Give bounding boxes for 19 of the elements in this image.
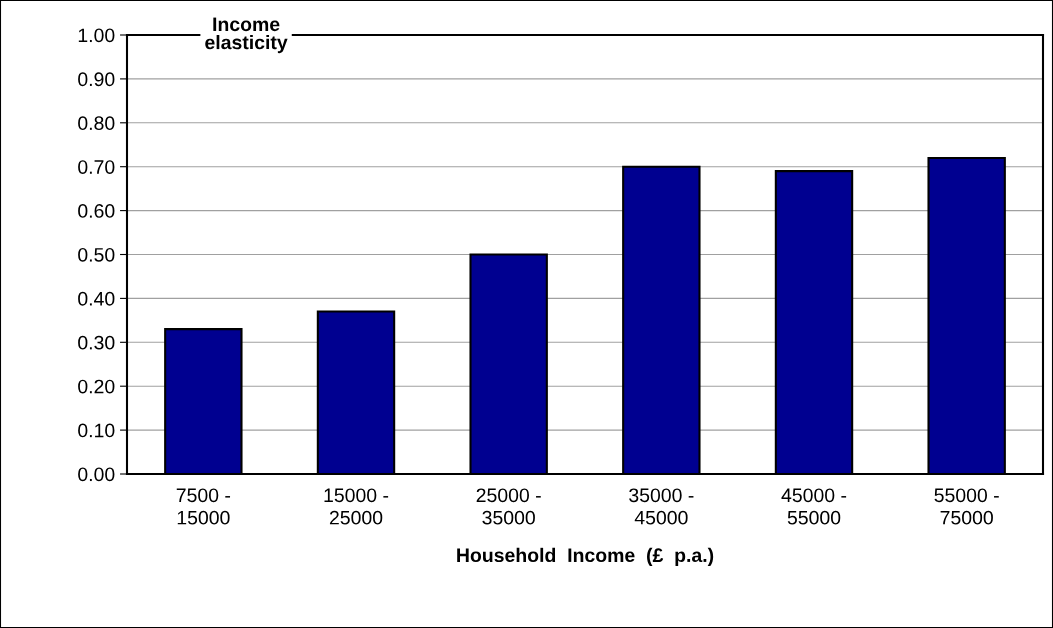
y-tick-label: 0.20 [78, 379, 115, 394]
x-tick-label: 45000 - 55000 [781, 488, 847, 525]
y-tick-label: 0.30 [78, 335, 115, 350]
y-tick-label: 0.60 [78, 204, 115, 218]
y-tick-label: 0.90 [78, 72, 115, 87]
y-tick-label: 0.50 [78, 247, 115, 262]
x-tick-label: 35000 - 45000 [629, 488, 694, 525]
y-tick-label: 1.00 [78, 28, 115, 43]
y-axis-title: Income elasticity [205, 17, 288, 54]
y-tick-label: 0.10 [78, 423, 115, 438]
x-tick-label: 7500 - 15000 [176, 488, 231, 525]
x-tick-label: 55000 - 75000 [934, 488, 999, 525]
y-tick-label: 0.70 [78, 160, 115, 174]
x-tick-label: 25000 - 35000 [476, 488, 541, 525]
x-tick-label: 15000 - 25000 [324, 488, 389, 525]
y-tick-label: 0.00 [78, 467, 115, 482]
x-axis-title: Household Income (£ p.a.) [457, 547, 714, 566]
y-tick-label: 0.80 [78, 116, 115, 131]
y-tick-label: 0.40 [78, 291, 115, 306]
